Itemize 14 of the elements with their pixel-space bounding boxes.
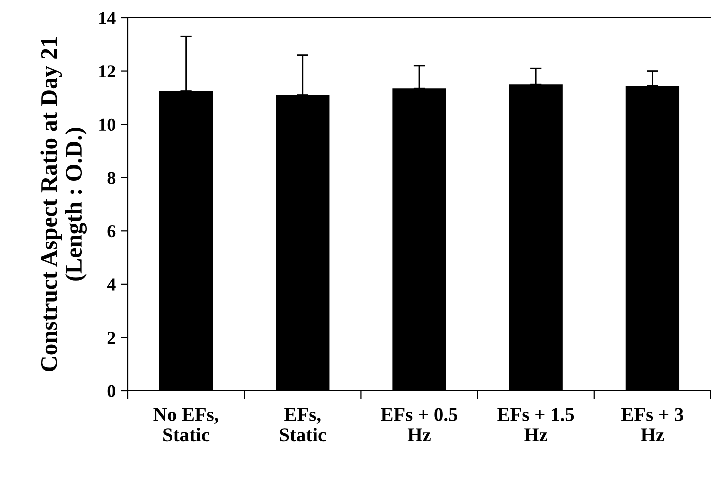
- y-tick-label: 14: [100, 12, 116, 24]
- x-tick-label: EFs + 1.5 Hz: [498, 408, 574, 442]
- y-tick-label: 12: [100, 66, 116, 78]
- y-tick-label: 6: [108, 225, 116, 238]
- y-tick-label: 0: [108, 385, 116, 398]
- y-tick-label: 10: [100, 118, 116, 132]
- x-tick-label: EFs, Static: [280, 408, 326, 442]
- y-tick-label: 8: [108, 172, 116, 184]
- y-tick-label: 4: [107, 278, 116, 291]
- x-tick-label: EFs + 0.5 Hz: [381, 408, 458, 442]
- y-axis-title: Construct Aspect Ratio at Day 21 (Length : O.D.): [40, 38, 88, 372]
- x-tick-label: No EFs, Static: [154, 408, 219, 442]
- y-tick-label: 2: [108, 332, 116, 344]
- x-tick-label: EFs + 3 Hz: [622, 408, 684, 442]
